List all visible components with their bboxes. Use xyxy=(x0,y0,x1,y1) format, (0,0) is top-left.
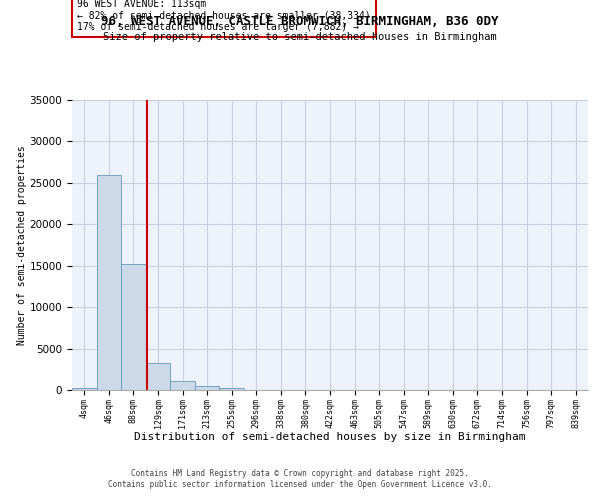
Text: 96 WEST AVENUE: 113sqm
← 82% of semi-detached houses are smaller (38,334)
17% of: 96 WEST AVENUE: 113sqm ← 82% of semi-det… xyxy=(77,0,371,32)
Bar xyxy=(220,388,244,390)
Bar xyxy=(121,264,146,390)
Text: Contains public sector information licensed under the Open Government Licence v3: Contains public sector information licen… xyxy=(108,480,492,489)
X-axis label: Distribution of semi-detached houses by size in Birmingham: Distribution of semi-detached houses by … xyxy=(134,432,526,442)
Bar xyxy=(72,388,97,390)
Text: Contains HM Land Registry data © Crown copyright and database right 2025.: Contains HM Land Registry data © Crown c… xyxy=(131,468,469,477)
Text: Size of property relative to semi-detached houses in Birmingham: Size of property relative to semi-detach… xyxy=(103,32,497,42)
Text: 96, WEST AVENUE, CASTLE BROMWICH, BIRMINGHAM, B36 0DY: 96, WEST AVENUE, CASTLE BROMWICH, BIRMIN… xyxy=(101,15,499,28)
Bar xyxy=(170,381,195,390)
Bar xyxy=(97,174,121,390)
Y-axis label: Number of semi-detached properties: Number of semi-detached properties xyxy=(17,145,27,345)
Bar xyxy=(195,386,220,390)
Bar xyxy=(146,364,170,390)
